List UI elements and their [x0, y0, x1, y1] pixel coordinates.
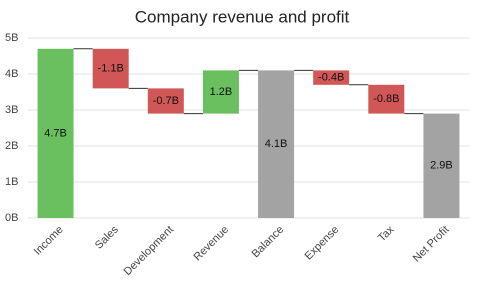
y-tick-label: 2B	[5, 140, 18, 152]
x-tick-label: Expense	[303, 224, 342, 263]
bar	[37, 48, 74, 218]
x-tick-label: Development	[122, 224, 176, 278]
x-tick-label: Tax	[376, 223, 397, 244]
bar	[202, 70, 239, 114]
y-tick-label: 0B	[5, 212, 18, 224]
bar	[258, 70, 295, 219]
y-tick-label: 1B	[5, 176, 18, 188]
x-tick-label: Sales	[93, 223, 121, 251]
value-label: -1.1B	[98, 63, 124, 75]
y-tick-label: 3B	[5, 104, 18, 116]
x-tick-label: Income	[32, 224, 66, 258]
chart-title: Company revenue and profit	[135, 7, 350, 26]
value-label: 2.9B	[430, 160, 453, 172]
bar	[423, 113, 460, 218]
value-label: 4.1B	[265, 138, 288, 150]
bar	[368, 84, 405, 114]
y-tick-label: 5B	[5, 32, 18, 44]
value-label: -0.8B	[373, 93, 399, 105]
bar	[313, 70, 350, 85]
y-tick-label: 4B	[5, 68, 18, 80]
value-label: 4.7B	[44, 127, 67, 139]
value-label: -0.7B	[153, 95, 179, 107]
value-label: 1.2B	[210, 86, 233, 98]
x-tick-label: Revenue	[191, 224, 231, 264]
bar	[92, 48, 129, 89]
x-tick-label: Balance	[250, 224, 287, 261]
bar	[147, 88, 184, 114]
value-label: -0.4B	[318, 72, 344, 84]
x-tick-label: Net Profit	[411, 224, 452, 265]
